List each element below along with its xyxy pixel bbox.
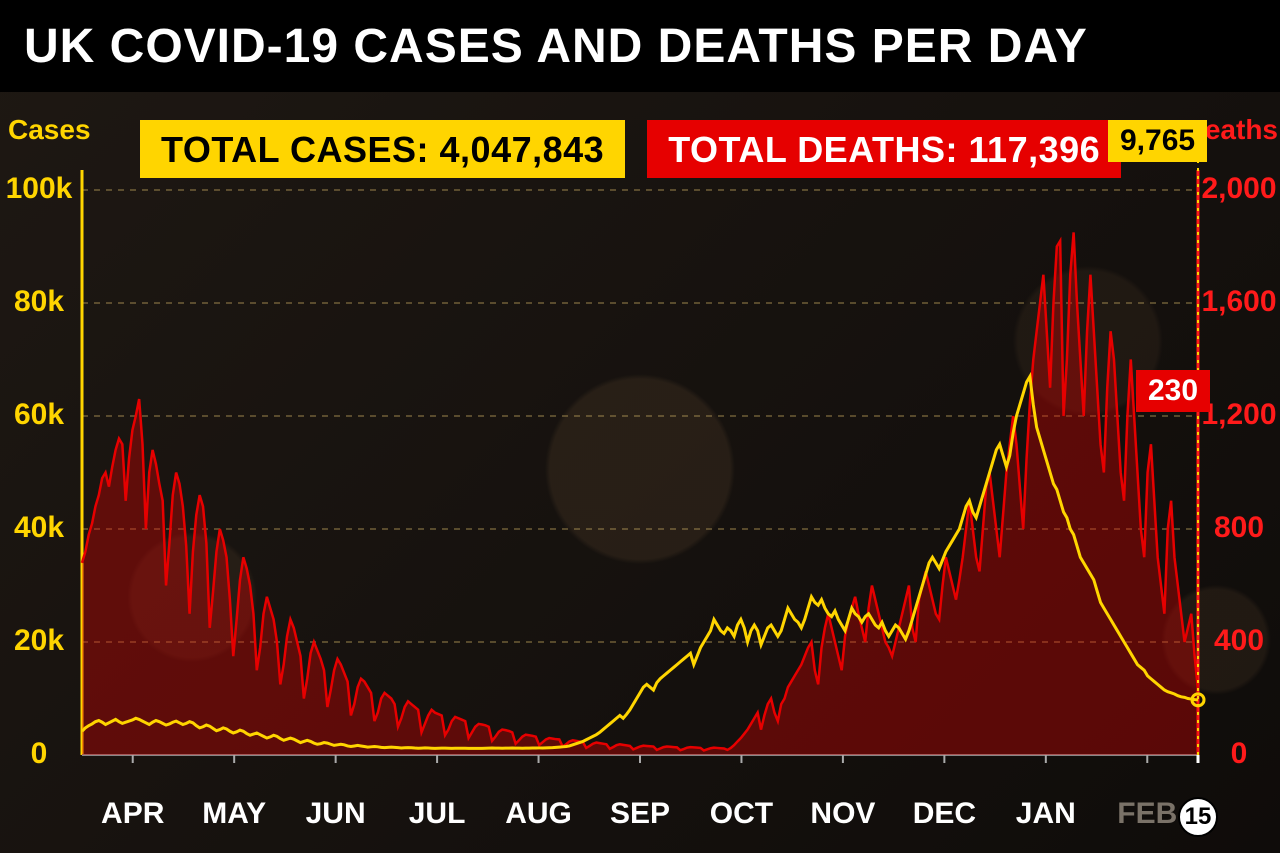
y-right-tick: 2,000 — [1200, 172, 1278, 206]
x-tick: FEB — [1117, 797, 1177, 831]
y-left-tick: 100k — [0, 172, 78, 206]
cases-callout: 9,765 — [1108, 120, 1207, 162]
chart-title: UK COVID-19 CASES AND DEATHS PER DAY — [24, 19, 1088, 74]
y-right-tick: 0 — [1200, 737, 1278, 771]
y-left-tick: 0 — [0, 737, 78, 771]
x-tick: MAY — [202, 797, 266, 831]
x-tick: JUL — [409, 797, 466, 831]
y-left-tick: 60k — [0, 398, 78, 432]
y-left-tick: 20k — [0, 624, 78, 658]
y-right-tick: 800 — [1200, 511, 1278, 545]
x-tick: DEC — [913, 797, 976, 831]
x-tick: NOV — [810, 797, 875, 831]
deaths-callout: 230 — [1136, 370, 1210, 412]
deaths-series — [82, 232, 1198, 755]
x-tick: APR — [101, 797, 164, 831]
x-tick: SEP — [610, 797, 670, 831]
chart-svg — [0, 100, 1280, 853]
x-tick: OCT — [710, 797, 773, 831]
x-tick: AUG — [505, 797, 572, 831]
y-right-tick: 400 — [1200, 624, 1278, 658]
x-tick: JUN — [306, 797, 366, 831]
y-left-tick: 40k — [0, 511, 78, 545]
y-right-tick: 1,200 — [1200, 398, 1278, 432]
y-right-tick: 1,600 — [1200, 285, 1278, 319]
x-tick: JAN — [1016, 797, 1076, 831]
chart-title-bar: UK COVID-19 CASES AND DEATHS PER DAY — [0, 0, 1280, 92]
y-left-tick: 80k — [0, 285, 78, 319]
chart-area: Cases Deaths 020k40k60k80k100k 04008001,… — [0, 100, 1280, 853]
day-marker-circle: 15 — [1178, 797, 1218, 837]
